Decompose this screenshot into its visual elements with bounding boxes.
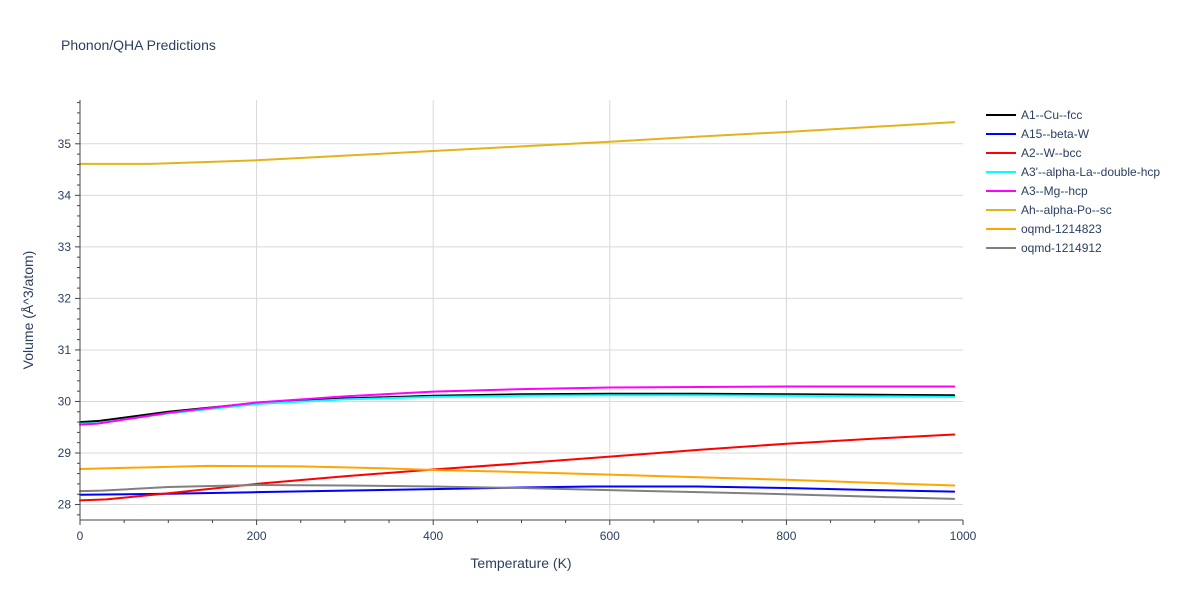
legend-item[interactable]: A3--Mg--hcp xyxy=(986,184,1088,198)
series-line-6 xyxy=(79,121,956,165)
series-lines xyxy=(79,121,956,502)
y-tick-label: 35 xyxy=(58,137,72,151)
y-axis-ticks: 28 29 30 31 32 33 34 35 xyxy=(58,102,80,516)
series-line-1 xyxy=(79,392,956,424)
legend-label: A15--beta-W xyxy=(1021,127,1090,141)
x-tick-label: 1000 xyxy=(950,529,977,543)
x-tick-label: 600 xyxy=(600,529,620,543)
legend-item[interactable]: Ah--alpha-Po--sc xyxy=(986,203,1112,217)
legend-label: Ah--alpha-Po--sc xyxy=(1021,203,1112,217)
axes xyxy=(79,100,963,521)
legend-label: A1--Cu--fcc xyxy=(1021,108,1082,122)
y-tick-label: 28 xyxy=(58,498,72,512)
x-tick-label: 200 xyxy=(247,529,267,543)
y-tick-label: 34 xyxy=(58,188,72,202)
y-tick-label: 30 xyxy=(58,394,72,408)
x-tick-label: 800 xyxy=(776,529,796,543)
x-tick-label: 0 xyxy=(77,529,84,543)
legend-item[interactable]: A2--W--bcc xyxy=(986,146,1081,160)
legend-item[interactable]: oqmd-1214912 xyxy=(986,241,1102,255)
series-line-4 xyxy=(79,394,956,425)
legend-item[interactable]: A15--beta-W xyxy=(986,127,1090,141)
y-tick-label: 33 xyxy=(58,240,72,254)
legend-label: A2--W--bcc xyxy=(1021,146,1081,160)
chart-title: Phonon/QHA Predictions xyxy=(61,37,216,53)
series-line-5 xyxy=(79,385,956,426)
series-line-7 xyxy=(79,464,956,487)
x-axis-ticks: 0 200 400 600 800 1000 xyxy=(77,520,977,543)
legend-item[interactable]: A1--Cu--fcc xyxy=(986,108,1082,122)
y-tick-label: 29 xyxy=(58,446,72,460)
legend-label: oqmd-1214823 xyxy=(1021,222,1102,236)
legend: A1--Cu--fcc A15--beta-W A2--W--bcc A3'--alp… xyxy=(986,108,1160,255)
y-tick-label: 32 xyxy=(58,291,72,305)
x-axis-title: Temperature (K) xyxy=(470,555,571,571)
legend-label: oqmd-1214912 xyxy=(1021,241,1102,255)
grid-lines xyxy=(80,100,963,520)
y-axis-title: Volume (Å^3/atom) xyxy=(20,251,36,370)
x-tick-label: 400 xyxy=(423,529,443,543)
legend-label: A3'--alpha-La--double-hcp xyxy=(1021,165,1160,179)
series-line-8 xyxy=(79,483,956,500)
legend-item[interactable]: oqmd-1214823 xyxy=(986,222,1102,236)
legend-item[interactable]: A3'--alpha-La--double-hcp xyxy=(986,165,1160,179)
y-tick-label: 31 xyxy=(58,343,72,357)
series-line-3 xyxy=(79,433,956,502)
legend-label: A3--Mg--hcp xyxy=(1021,184,1088,198)
